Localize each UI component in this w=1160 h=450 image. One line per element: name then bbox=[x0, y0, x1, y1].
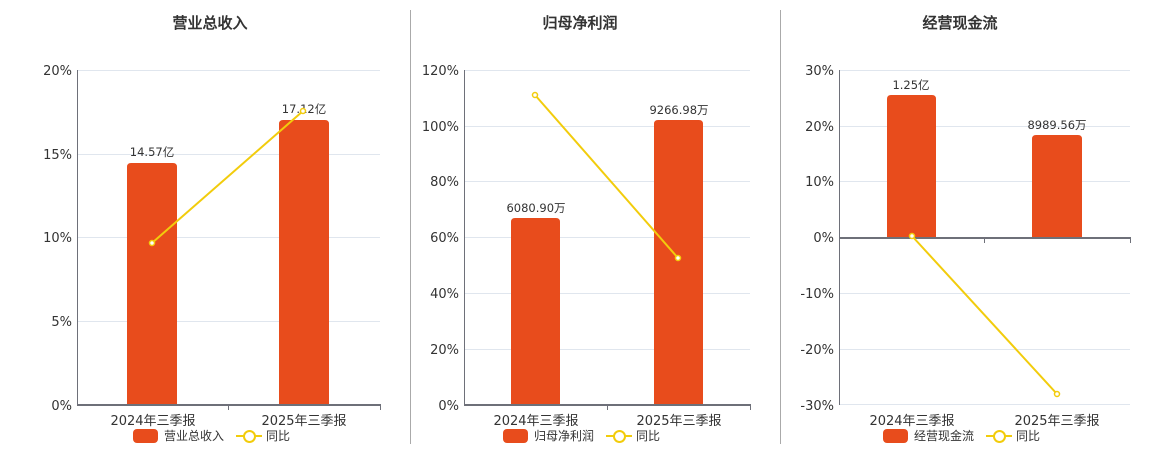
y-tick: 10% bbox=[805, 175, 834, 190]
y-tick: 5% bbox=[51, 315, 72, 330]
bar-2024[interactable] bbox=[887, 95, 936, 238]
chart-title: 经营现金流 bbox=[922, 14, 998, 32]
y-axis-ticks: 120% 100% 80% 60% 40% 20% 0% bbox=[422, 64, 459, 414]
y-tick: 30% bbox=[805, 64, 834, 79]
bar-legend-label[interactable]: 营业总收入 bbox=[164, 429, 225, 443]
yoy-point[interactable] bbox=[674, 254, 682, 262]
chart-plot-revenue: 20% 15% 10% 5% 0% 2024年三季报 2025年三季报 14.5… bbox=[43, 64, 381, 429]
bar-value-label: 8989.56万 bbox=[1027, 118, 1086, 132]
bar-2024[interactable] bbox=[127, 163, 177, 405]
bar-value-label: 6080.90万 bbox=[506, 201, 565, 215]
y-axis-ticks: 30% 20% 10% 0% -10% -20% -30% bbox=[800, 64, 834, 414]
x-tick: 2025年三季报 bbox=[261, 414, 346, 429]
bar-2025[interactable] bbox=[1032, 135, 1082, 238]
y-tick: 100% bbox=[422, 120, 459, 135]
bar-legend-label[interactable]: 归母净利润 bbox=[534, 429, 595, 443]
bar-value-label: 9266.98万 bbox=[649, 103, 708, 117]
line-legend-label[interactable]: 同比 bbox=[636, 429, 661, 443]
bar-value-label: 14.57亿 bbox=[130, 145, 174, 159]
yoy-line bbox=[151, 110, 304, 244]
y-tick: -20% bbox=[800, 343, 834, 358]
bar-2025[interactable] bbox=[654, 120, 703, 405]
line-legend-label[interactable]: 同比 bbox=[266, 429, 291, 443]
yoy-point[interactable] bbox=[1053, 390, 1061, 398]
y-tick: 15% bbox=[43, 148, 72, 163]
bar-2025[interactable] bbox=[279, 120, 329, 405]
y-tick: 40% bbox=[430, 287, 459, 302]
y-tick: 80% bbox=[430, 175, 459, 190]
line-legend-label[interactable]: 同比 bbox=[1016, 429, 1041, 443]
x-tick: 2025年三季报 bbox=[1014, 414, 1099, 429]
bar-legend-swatch-icon[interactable] bbox=[133, 428, 158, 443]
y-tick: 10% bbox=[43, 231, 72, 246]
chart-legend: 经营现金流 同比 bbox=[883, 427, 1040, 444]
bar-legend-label[interactable]: 经营现金流 bbox=[914, 429, 975, 443]
y-tick: 20% bbox=[43, 64, 72, 79]
x-tick: 2024年三季报 bbox=[493, 414, 578, 429]
y-tick: -30% bbox=[800, 399, 834, 414]
x-tick: 2024年三季报 bbox=[869, 414, 954, 429]
y-tick: 0% bbox=[813, 231, 834, 246]
yoy-point[interactable] bbox=[908, 232, 916, 240]
y-axis-ticks: 20% 15% 10% 5% 0% bbox=[43, 64, 72, 414]
line-legend-marker-icon[interactable] bbox=[606, 429, 633, 443]
y-tick: 120% bbox=[422, 64, 459, 79]
bar-legend-swatch-icon[interactable] bbox=[883, 428, 908, 443]
y-tick: -10% bbox=[800, 287, 834, 302]
yoy-point[interactable] bbox=[148, 239, 156, 247]
x-tick: 2024年三季报 bbox=[110, 414, 195, 429]
bar-legend-swatch-icon[interactable] bbox=[503, 428, 528, 443]
panel-divider bbox=[780, 10, 781, 444]
y-tick: 0% bbox=[51, 399, 72, 414]
chart-title: 归母净利润 bbox=[542, 14, 618, 32]
yoy-point[interactable] bbox=[299, 107, 307, 115]
chart-legend: 营业总收入 同比 bbox=[133, 427, 290, 444]
yoy-point[interactable] bbox=[531, 91, 539, 99]
chart-panel-revenue: 营业总收入 20% 15% 10% 5% 0% 2024年三季报 2025年三季… bbox=[0, 0, 400, 450]
line-legend-marker-icon[interactable] bbox=[986, 429, 1013, 443]
y-tick: 20% bbox=[805, 120, 834, 135]
line-legend-marker-icon[interactable] bbox=[236, 429, 263, 443]
yoy-line bbox=[534, 94, 679, 259]
bar-value-label: 1.25亿 bbox=[892, 78, 929, 92]
x-axis-ticks: 2024年三季报 2025年三季报 bbox=[110, 414, 346, 429]
chart-title: 营业总收入 bbox=[172, 14, 248, 32]
y-tick: 20% bbox=[430, 343, 459, 358]
panel-divider bbox=[410, 10, 411, 444]
x-axis-ticks: 2024年三季报 2025年三季报 bbox=[869, 414, 1099, 429]
chart-plot-net-profit: 120% 100% 80% 60% 40% 20% 0% 2024年三季报 20… bbox=[422, 64, 751, 429]
x-tick: 2025年三季报 bbox=[636, 414, 721, 429]
chart-legend: 归母净利润 同比 bbox=[503, 427, 660, 444]
x-axis-ticks: 2024年三季报 2025年三季报 bbox=[493, 414, 721, 429]
chart-panel-net-profit: 归母净利润 120% 100% 80% 60% 40% 20% 0% 2024年… bbox=[422, 14, 751, 444]
y-tick: 60% bbox=[430, 231, 459, 246]
bar-2024[interactable] bbox=[511, 218, 560, 405]
yoy-line bbox=[911, 235, 1058, 395]
y-tick: 0% bbox=[438, 399, 459, 414]
